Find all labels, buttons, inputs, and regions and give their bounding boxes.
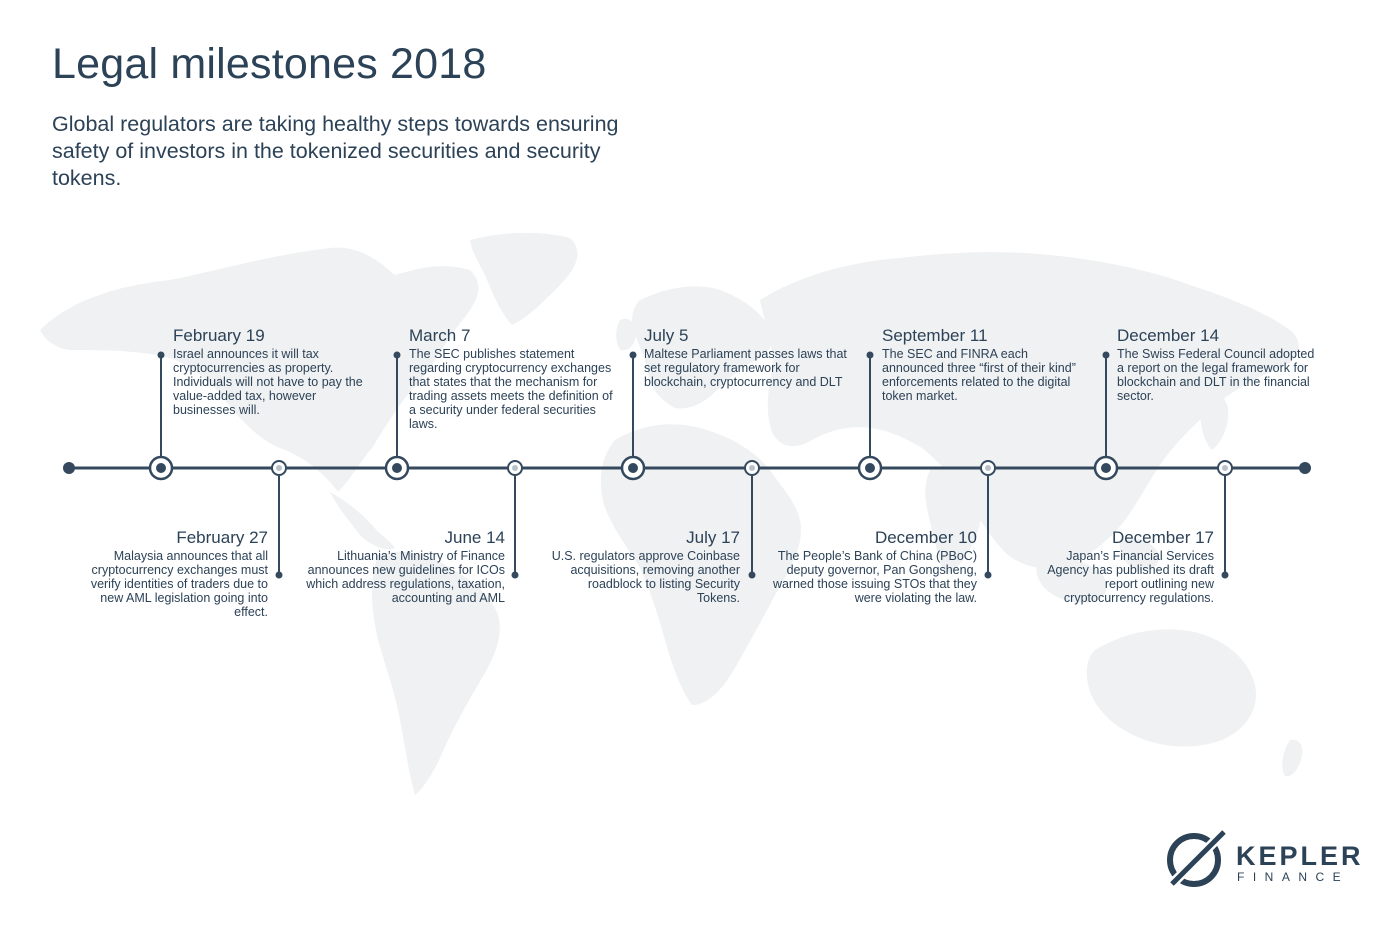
event-description: Malaysia announces that all cryptocurren…	[90, 549, 268, 619]
bottom-connectors	[275, 476, 1229, 579]
event-february-27: February 27 Malaysia announces that all …	[88, 528, 268, 619]
event-june-14: June 14 Lithuania’s Ministry of Finance …	[305, 528, 505, 605]
page-title: Legal milestones 2018	[52, 40, 487, 88]
event-date: July 17	[686, 528, 740, 547]
event-date: February 19	[173, 326, 265, 345]
event-december-17: December 17 Japan’s Financial Services A…	[1034, 528, 1214, 605]
event-description: The SEC and FINRA each announced three “…	[882, 347, 1076, 403]
event-description: Japan’s Financial Services Agency has pu…	[1047, 549, 1214, 605]
event-description: Israel announces it will tax cryptocurre…	[173, 347, 363, 417]
page-subtitle: Global regulators are taking healthy ste…	[52, 112, 619, 190]
event-march-7: March 7 The SEC publishes statement rega…	[409, 326, 621, 431]
event-description: The People’s Bank of China (PBoC) deputy…	[772, 549, 977, 605]
event-description: The SEC publishes statement regarding cr…	[409, 347, 613, 431]
event-description: Lithuania’s Ministry of Finance announce…	[306, 549, 505, 605]
kepler-logo-icon	[1167, 830, 1226, 887]
event-description: U.S. regulators approve Coinbase acquisi…	[551, 549, 740, 605]
event-february-19: February 19 Israel announces it will tax…	[173, 326, 373, 417]
event-date: December 14	[1117, 326, 1220, 345]
event-july-17: July 17 U.S. regulators approve Coinbase…	[550, 528, 740, 605]
minor-nodes	[271, 460, 1233, 476]
event-december-14: December 14 The Swiss Federal Council ad…	[1117, 326, 1317, 403]
event-date: December 10	[874, 528, 977, 547]
logo-subtitle: FINANCE	[1237, 870, 1350, 884]
timeline-start-dot	[63, 462, 75, 474]
top-connectors	[157, 351, 1110, 457]
event-july-5: July 5 Maltese Parliament passes laws th…	[644, 326, 856, 389]
event-date: March 7	[409, 326, 471, 345]
event-december-10: December 10 The People’s Bank of China (…	[767, 528, 977, 605]
event-date: December 17	[1111, 528, 1214, 547]
event-description: The Swiss Federal Council adopted a repo…	[1117, 347, 1315, 403]
event-date: July 5	[644, 326, 689, 345]
event-date: June 14	[444, 528, 506, 547]
event-september-11: September 11 The SEC and FINRA each anno…	[882, 326, 1082, 403]
event-date: February 27	[176, 528, 268, 547]
timeline-end-dot	[1299, 462, 1311, 474]
event-description: Maltese Parliament passes laws that set …	[644, 347, 847, 389]
event-date: September 11	[882, 326, 988, 345]
major-nodes	[148, 455, 1119, 481]
logo-wordmark: KEPLER	[1236, 841, 1364, 871]
